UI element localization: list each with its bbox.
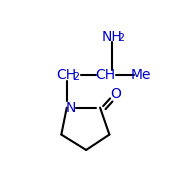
Text: CH: CH bbox=[57, 68, 77, 82]
Text: O: O bbox=[110, 87, 121, 101]
Text: CH: CH bbox=[95, 68, 116, 82]
Text: N: N bbox=[65, 101, 76, 115]
Text: NH: NH bbox=[101, 30, 122, 44]
Text: 2: 2 bbox=[117, 33, 124, 43]
Text: Me: Me bbox=[130, 68, 151, 82]
Text: 2: 2 bbox=[73, 72, 80, 82]
